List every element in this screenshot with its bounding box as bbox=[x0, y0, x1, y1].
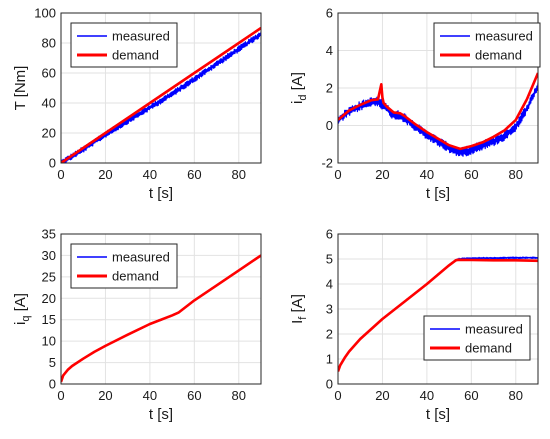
y-axis-label: iq [A] bbox=[12, 293, 32, 325]
x-tick-label: 40 bbox=[143, 388, 157, 403]
legend-label-demand: demand bbox=[465, 341, 512, 356]
plot-area-frame bbox=[60, 233, 262, 385]
y-tick-label: 5 bbox=[49, 355, 56, 370]
y-axis-label-subscript: q bbox=[20, 316, 32, 322]
y-tick-label: 80 bbox=[42, 36, 56, 51]
subplot-3: 0 5 10 15 20 25 30 35 0 20 40 60 80 t [s] iq [A] measur… bbox=[12, 227, 262, 423]
y-tick-label: 1 bbox=[326, 352, 333, 367]
legend-label-demand: demand bbox=[475, 48, 522, 63]
x-tick-label: 60 bbox=[187, 388, 201, 403]
x-axis-label: t [s] bbox=[149, 185, 173, 202]
x-tick-label: 0 bbox=[334, 167, 341, 182]
legend-label-demand: demand bbox=[112, 48, 159, 63]
legend-box bbox=[70, 243, 178, 289]
y-tick-label: 0 bbox=[49, 377, 56, 392]
y-axis-label-subscript: f bbox=[297, 316, 309, 320]
y-tick-label: 30 bbox=[42, 248, 56, 263]
y-tick-label: 2 bbox=[326, 81, 333, 96]
x-axis-label: t [s] bbox=[426, 406, 450, 423]
x-axis-label: t [s] bbox=[149, 406, 173, 423]
y-tick-label: 2 bbox=[326, 327, 333, 342]
y-tick-label: 5 bbox=[326, 252, 333, 267]
y-tick-label: 10 bbox=[42, 334, 56, 349]
y-tick-label: 3 bbox=[326, 302, 333, 317]
subplot-1: 0 20 40 60 80 100 0 20 40 60 80 t [s] T [Nm] measured… bbox=[12, 6, 262, 202]
x-tick-label: 80 bbox=[232, 388, 246, 403]
y-axis-label-main: T [Nm] bbox=[12, 66, 29, 111]
x-tick-label: 40 bbox=[143, 167, 157, 182]
series-line-measured bbox=[338, 82, 538, 157]
legend-label-demand: demand bbox=[112, 269, 159, 284]
y-axis-label: If [A] bbox=[289, 294, 309, 324]
y-tick-label: 60 bbox=[42, 66, 56, 81]
y-tick-label: 100 bbox=[34, 6, 56, 21]
y-axis-label-main: i bbox=[12, 322, 29, 325]
legend-label-measured: measured bbox=[465, 322, 523, 337]
legend: measured demand bbox=[423, 315, 531, 361]
x-tick-label: 40 bbox=[420, 388, 434, 403]
y-axis-label-unit: [A] bbox=[289, 294, 306, 317]
x-axis-label: t [s] bbox=[426, 185, 450, 202]
x-tick-label: 80 bbox=[232, 167, 246, 182]
y-axis-label-unit: [A] bbox=[289, 72, 306, 95]
y-tick-label: 0 bbox=[326, 377, 333, 392]
series-line-demand bbox=[338, 72, 538, 151]
x-tick-label: 60 bbox=[464, 388, 478, 403]
plot-area-frame bbox=[337, 12, 539, 164]
legend-box bbox=[70, 22, 178, 68]
x-tick-label: 80 bbox=[509, 388, 523, 403]
x-tick-label: 20 bbox=[98, 388, 112, 403]
legend: measured demand bbox=[70, 22, 178, 68]
x-tick-label: 20 bbox=[375, 167, 389, 182]
series-line-demand bbox=[61, 26, 261, 163]
y-tick-label: 6 bbox=[326, 6, 333, 21]
y-tick-label: 0 bbox=[49, 156, 56, 171]
x-tick-label: 20 bbox=[98, 167, 112, 182]
x-tick-label: 60 bbox=[464, 167, 478, 182]
y-axis-label-main: i bbox=[289, 101, 306, 104]
y-tick-label: -2 bbox=[321, 156, 333, 171]
legend-label-measured: measured bbox=[112, 29, 170, 44]
y-tick-label: 0 bbox=[326, 118, 333, 133]
x-tick-label: 20 bbox=[375, 388, 389, 403]
y-tick-label: 4 bbox=[326, 43, 333, 58]
legend-label-measured: measured bbox=[475, 29, 533, 44]
plot-area-frame bbox=[337, 233, 539, 385]
y-tick-label: 40 bbox=[42, 96, 56, 111]
x-tick-label: 80 bbox=[509, 167, 523, 182]
x-tick-label: 0 bbox=[57, 388, 64, 403]
y-axis-label-subscript: d bbox=[297, 95, 309, 101]
legend: measured demand bbox=[70, 243, 178, 289]
x-tick-label: 0 bbox=[334, 388, 341, 403]
y-tick-label: 6 bbox=[326, 227, 333, 242]
y-tick-label: 4 bbox=[326, 277, 333, 292]
x-tick-label: 40 bbox=[420, 167, 434, 182]
legend-label-measured: measured bbox=[112, 250, 170, 265]
y-tick-label: 35 bbox=[42, 227, 56, 242]
series-line-demand bbox=[61, 254, 261, 383]
legend-box bbox=[423, 315, 531, 361]
series-line-demand bbox=[338, 258, 538, 372]
y-tick-label: 15 bbox=[42, 312, 56, 327]
legend: measured demand bbox=[433, 22, 541, 68]
x-tick-label: 0 bbox=[57, 167, 64, 182]
y-axis-label-unit: [A] bbox=[12, 293, 29, 316]
y-tick-label: 20 bbox=[42, 291, 56, 306]
y-tick-label: 25 bbox=[42, 269, 56, 284]
y-axis-label: T [Nm] bbox=[12, 66, 29, 111]
legend-box bbox=[433, 22, 541, 68]
plot-area-frame bbox=[60, 12, 262, 164]
y-axis-label: id [A] bbox=[289, 72, 309, 104]
y-axis-label-main: I bbox=[289, 320, 306, 324]
x-tick-label: 60 bbox=[187, 167, 201, 182]
y-tick-label: 20 bbox=[42, 126, 56, 141]
